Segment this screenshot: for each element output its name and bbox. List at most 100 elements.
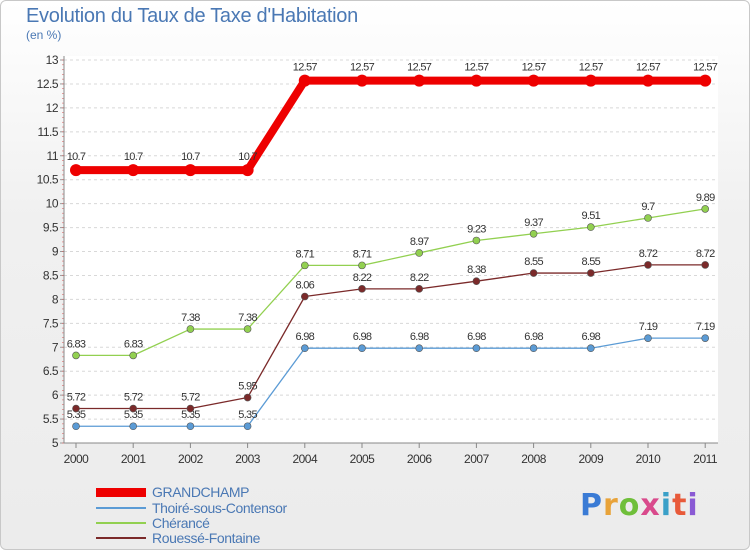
y-tick-label: 7.5 [43, 316, 59, 330]
data-point [586, 344, 595, 353]
legend-swatch [96, 487, 146, 497]
data-point [527, 74, 540, 87]
data-label: 9.23 [467, 223, 486, 235]
data-point [72, 404, 80, 413]
data-point [701, 205, 710, 213]
y-tick-label: 5.5 [43, 412, 59, 426]
data-label: 12.57 [350, 62, 375, 74]
data-label: 10.7 [67, 151, 86, 163]
data-label: 5.95 [238, 381, 257, 393]
data-point [415, 249, 424, 257]
x-tick-label: 2000 [64, 452, 90, 466]
data-label: 9.51 [581, 210, 600, 222]
logo-letter: i [687, 488, 699, 523]
data-point [470, 74, 483, 87]
x-tick-label: 2009 [578, 452, 604, 466]
data-label: 5.35 [238, 409, 257, 421]
data-point [129, 422, 137, 431]
legend-swatch [96, 537, 146, 539]
data-label: 8.97 [410, 236, 429, 248]
data-point [70, 164, 82, 177]
data-label: 12.57 [636, 62, 661, 74]
data-point [298, 74, 311, 87]
plot-area [64, 56, 718, 443]
data-point [358, 285, 366, 293]
legend-swatch [96, 522, 146, 524]
data-point [644, 261, 652, 269]
data-label: 7.19 [696, 321, 715, 333]
x-tick-label: 2006 [407, 452, 433, 466]
data-label: 9.37 [524, 217, 543, 229]
logo-letter: P [580, 488, 603, 523]
data-label: 7.38 [181, 312, 200, 324]
data-label: 6.98 [467, 331, 486, 343]
data-point [300, 261, 309, 270]
y-tick-label: 10 [46, 197, 59, 211]
data-label: 8.71 [353, 248, 372, 260]
data-label: 9.89 [696, 192, 715, 204]
data-point [586, 269, 595, 277]
y-tick-label: 7 [52, 340, 59, 354]
data-point [358, 261, 366, 270]
x-tick-label: 2008 [521, 452, 547, 466]
data-label: 6.98 [524, 331, 543, 343]
data-point [644, 214, 652, 222]
y-tick-label: 8.5 [43, 268, 59, 282]
x-tick-label: 2003 [235, 452, 261, 466]
data-label: 8.22 [410, 272, 429, 284]
data-label: 12.57 [293, 62, 318, 74]
x-tick-label: 2004 [292, 452, 318, 466]
data-point [701, 334, 710, 342]
logo-letter: x [640, 488, 661, 523]
series-line [75, 264, 706, 410]
data-point [586, 223, 595, 231]
data-point [186, 422, 195, 431]
y-tick-label: 12.5 [37, 77, 59, 91]
data-label: 6.98 [410, 331, 429, 343]
data-label: 6.83 [67, 338, 86, 350]
data-label: 10.7 [124, 151, 143, 163]
data-point [701, 261, 710, 269]
y-tick-label: 6.5 [43, 364, 59, 378]
y-tick-label: 9 [52, 245, 59, 259]
data-point [413, 74, 426, 87]
data-point [415, 285, 424, 293]
y-tick-label: 11 [47, 149, 59, 163]
data-point [584, 74, 597, 87]
data-point [472, 344, 481, 353]
data-point [243, 393, 252, 402]
data-label: 12.57 [522, 62, 547, 74]
data-label: 12.57 [464, 62, 489, 74]
data-label: 5.35 [124, 409, 143, 421]
data-point [529, 229, 538, 238]
data-label: 6.98 [295, 331, 314, 343]
data-label: 7.19 [639, 321, 658, 333]
data-point [415, 344, 424, 353]
data-point [356, 74, 368, 87]
data-label: 8.72 [696, 248, 715, 260]
data-point [529, 269, 538, 277]
data-point [127, 164, 140, 177]
data-point [358, 344, 366, 353]
data-label: 6.98 [581, 331, 600, 343]
data-label: 12.57 [693, 62, 718, 74]
y-tick-label: 5 [52, 436, 59, 450]
y-tick-label: 10.5 [37, 173, 59, 187]
legend-label: Rouessé-Fontaine [152, 530, 260, 546]
data-label: 7.38 [238, 312, 257, 324]
series-line [72, 76, 710, 175]
legend-item: GRANDCHAMP [96, 484, 250, 500]
logo-letter: o [618, 488, 641, 523]
logo-letter: r [603, 488, 619, 523]
data-label: 9.7 [641, 201, 655, 213]
data-point [529, 344, 538, 353]
data-label: 12.57 [407, 62, 432, 74]
data-label: 12.57 [579, 62, 604, 74]
data-label: 8.72 [639, 248, 658, 260]
data-label: 6.98 [353, 331, 372, 343]
x-tick-label: 2001 [121, 452, 147, 466]
legend-item: Chérancé [96, 515, 210, 531]
legend-item: Rouessé-Fontaine [96, 530, 260, 546]
y-tick-label: 6 [52, 388, 59, 402]
